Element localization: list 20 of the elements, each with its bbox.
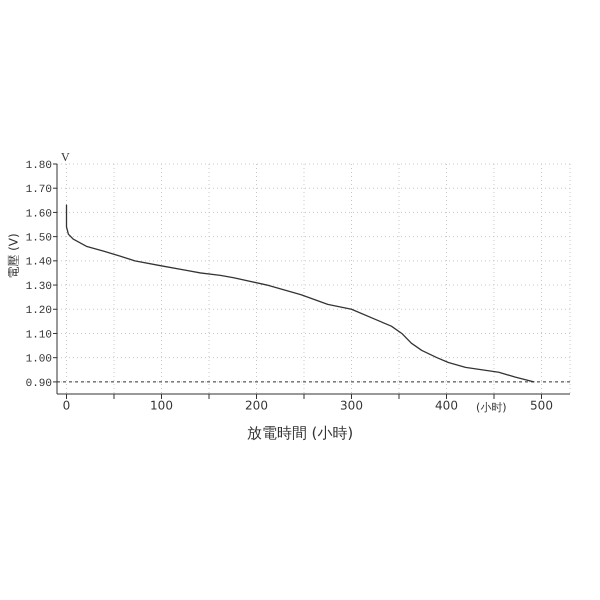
y-tick-label: 1.30 [26, 280, 52, 293]
y-tick-label: 1.20 [26, 305, 52, 318]
y-tick-label: 1.60 [26, 208, 52, 220]
text: (小时) [476, 401, 507, 414]
x-tick-label: 300 [340, 398, 363, 413]
y-axis-title: 電壓 (V) [6, 233, 22, 279]
y-tick-label: 1.50 [26, 232, 52, 245]
x-tick-label: 100 [150, 398, 173, 413]
x-tick-label: 0 [62, 398, 70, 413]
x-tick-label: 200 [245, 398, 268, 413]
y-tick-label: 1.40 [26, 256, 52, 269]
y-tick-label: 0.90 [26, 378, 52, 390]
y-tick-label: 1.00 [26, 354, 52, 366]
x-tick-label: 500 [530, 398, 553, 413]
y-tick-label: 1.10 [26, 329, 52, 342]
x-axis-title: 放電時間 (小時) [246, 424, 354, 443]
annotation: V [61, 150, 70, 164]
y-tick-label: 1.80 [26, 160, 52, 172]
y-tick-label: 1.70 [26, 184, 52, 196]
x-tick-label: 400 [435, 398, 458, 413]
